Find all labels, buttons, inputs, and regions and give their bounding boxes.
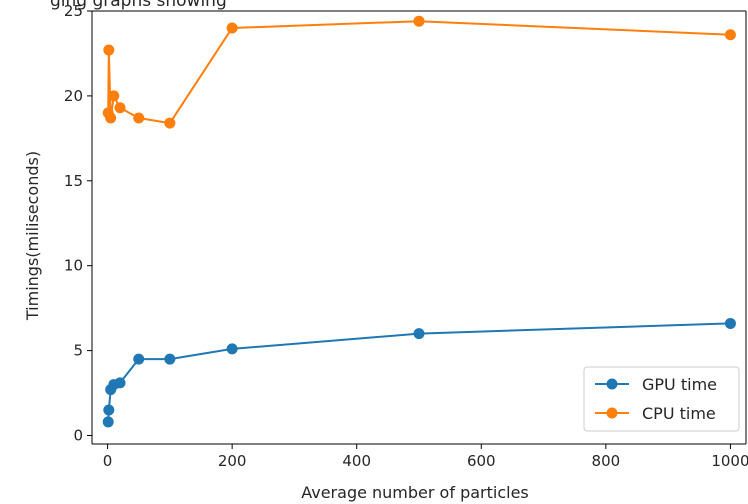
x-axis-label: Average number of particles	[301, 483, 529, 502]
data-point	[724, 29, 736, 41]
legend: GPU time CPU time	[583, 366, 740, 432]
chart-title: ging graphs showing	[50, 0, 227, 11]
data-point	[226, 22, 238, 34]
data-point	[103, 44, 115, 56]
series-line-2	[107, 20, 731, 125]
data-point	[164, 117, 176, 129]
y-axis-label: Timings(miliseconds)	[23, 151, 42, 321]
x-tick-label: 1000	[711, 452, 748, 470]
data-point	[133, 353, 145, 365]
axes: 0 200 400 600 800 1000 0 5 10 15 20 25	[64, 2, 748, 470]
legend-marker-1	[606, 378, 618, 390]
x-tick-label: 0	[103, 452, 113, 470]
series-line-1	[107, 322, 731, 422]
data-point	[226, 343, 238, 355]
y-tick-label: 10	[64, 257, 83, 275]
legend-label-1: GPU time	[642, 375, 717, 394]
y-tick-label: 20	[64, 87, 83, 105]
data-point	[108, 90, 120, 102]
data-point	[413, 328, 425, 340]
legend-marker-2	[606, 407, 618, 419]
x-tick-label: 800	[592, 452, 621, 470]
x-tick-label: 400	[342, 452, 371, 470]
y-tick-label: 0	[73, 427, 83, 445]
y-tick-label: 25	[64, 2, 83, 20]
legend-label-2: CPU time	[642, 404, 716, 423]
data-point	[724, 317, 736, 329]
x-tick-label: 200	[218, 452, 247, 470]
data-point	[114, 102, 126, 114]
data-point	[103, 404, 115, 416]
data-point	[105, 112, 117, 124]
y-tick-label: 15	[64, 172, 83, 190]
data-point	[102, 416, 114, 428]
data-point	[133, 112, 145, 124]
plot-area	[102, 15, 736, 428]
data-point	[164, 353, 176, 365]
x-tick-label: 600	[467, 452, 496, 470]
y-tick-label: 5	[73, 342, 83, 360]
data-point	[114, 377, 126, 389]
data-point	[413, 15, 425, 27]
